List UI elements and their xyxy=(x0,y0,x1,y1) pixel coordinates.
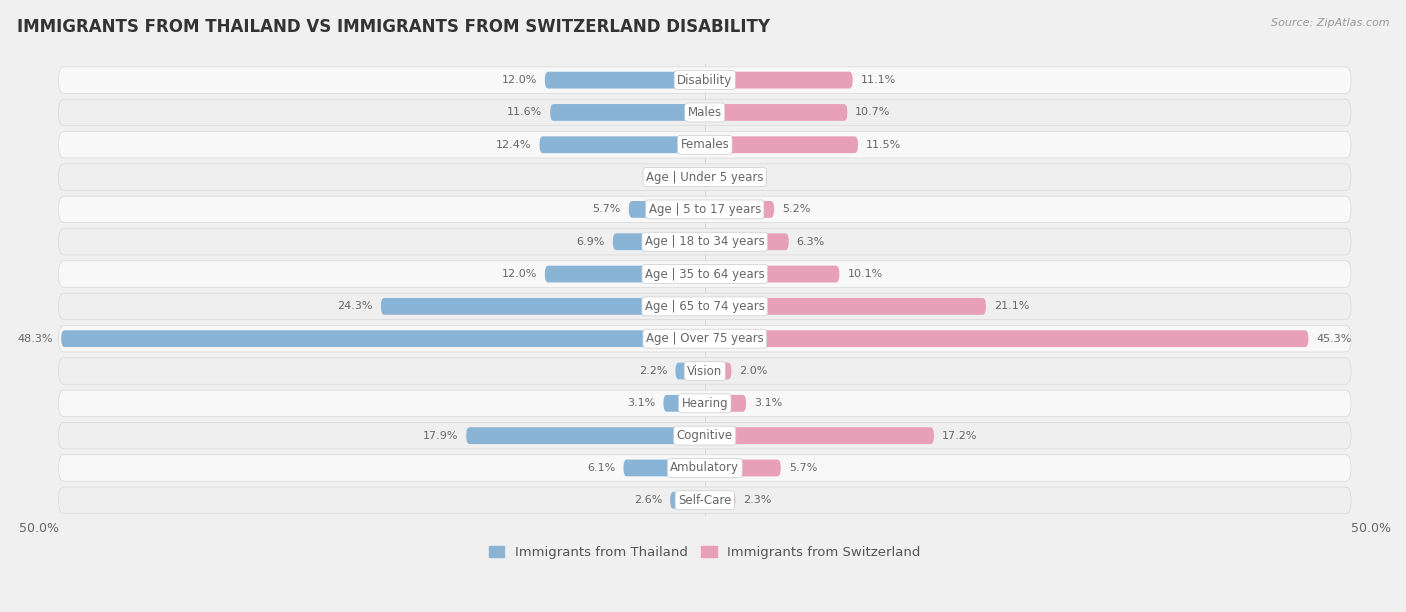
Text: 3.1%: 3.1% xyxy=(754,398,782,408)
Text: 6.3%: 6.3% xyxy=(797,237,825,247)
Text: Vision: Vision xyxy=(688,365,723,378)
Text: Source: ZipAtlas.com: Source: ZipAtlas.com xyxy=(1271,18,1389,28)
Text: 11.1%: 11.1% xyxy=(860,75,896,85)
Text: Age | Under 5 years: Age | Under 5 years xyxy=(645,171,763,184)
FancyBboxPatch shape xyxy=(704,104,848,121)
FancyBboxPatch shape xyxy=(59,487,1351,513)
FancyBboxPatch shape xyxy=(613,233,704,250)
FancyBboxPatch shape xyxy=(540,136,704,153)
FancyBboxPatch shape xyxy=(59,422,1351,449)
Text: 10.7%: 10.7% xyxy=(855,108,891,118)
FancyBboxPatch shape xyxy=(675,362,704,379)
FancyBboxPatch shape xyxy=(467,427,704,444)
Text: 6.1%: 6.1% xyxy=(588,463,616,473)
FancyBboxPatch shape xyxy=(59,455,1351,481)
FancyBboxPatch shape xyxy=(704,233,789,250)
FancyBboxPatch shape xyxy=(664,395,704,412)
FancyBboxPatch shape xyxy=(704,330,1309,347)
Text: 11.6%: 11.6% xyxy=(508,108,543,118)
FancyBboxPatch shape xyxy=(59,261,1351,287)
FancyBboxPatch shape xyxy=(59,132,1351,158)
Text: 2.0%: 2.0% xyxy=(740,366,768,376)
FancyBboxPatch shape xyxy=(59,99,1351,125)
FancyBboxPatch shape xyxy=(628,201,704,218)
FancyBboxPatch shape xyxy=(704,72,852,89)
Text: 21.1%: 21.1% xyxy=(994,301,1029,312)
FancyBboxPatch shape xyxy=(59,326,1351,352)
Text: IMMIGRANTS FROM THAILAND VS IMMIGRANTS FROM SWITZERLAND DISABILITY: IMMIGRANTS FROM THAILAND VS IMMIGRANTS F… xyxy=(17,18,770,36)
Text: 48.3%: 48.3% xyxy=(18,334,53,344)
Text: Females: Females xyxy=(681,138,730,151)
FancyBboxPatch shape xyxy=(704,395,747,412)
Text: 5.7%: 5.7% xyxy=(789,463,817,473)
Text: 1.1%: 1.1% xyxy=(727,172,755,182)
FancyBboxPatch shape xyxy=(704,427,934,444)
FancyBboxPatch shape xyxy=(704,136,858,153)
FancyBboxPatch shape xyxy=(704,169,720,185)
Text: 12.0%: 12.0% xyxy=(502,269,537,279)
Text: 5.2%: 5.2% xyxy=(782,204,810,214)
FancyBboxPatch shape xyxy=(59,196,1351,223)
Text: 17.2%: 17.2% xyxy=(942,431,977,441)
FancyBboxPatch shape xyxy=(704,298,986,315)
FancyBboxPatch shape xyxy=(59,390,1351,417)
Text: Cognitive: Cognitive xyxy=(676,429,733,442)
Text: 2.2%: 2.2% xyxy=(638,366,668,376)
Text: 6.9%: 6.9% xyxy=(576,237,605,247)
FancyBboxPatch shape xyxy=(59,67,1351,94)
FancyBboxPatch shape xyxy=(689,169,704,185)
FancyBboxPatch shape xyxy=(704,362,731,379)
Text: 2.3%: 2.3% xyxy=(744,495,772,506)
FancyBboxPatch shape xyxy=(704,201,775,218)
Text: 1.2%: 1.2% xyxy=(652,172,681,182)
FancyBboxPatch shape xyxy=(704,492,735,509)
Text: 2.6%: 2.6% xyxy=(634,495,662,506)
Text: 5.7%: 5.7% xyxy=(592,204,621,214)
Legend: Immigrants from Thailand, Immigrants from Switzerland: Immigrants from Thailand, Immigrants fro… xyxy=(484,540,927,564)
FancyBboxPatch shape xyxy=(59,228,1351,255)
FancyBboxPatch shape xyxy=(381,298,704,315)
Text: Males: Males xyxy=(688,106,721,119)
FancyBboxPatch shape xyxy=(59,358,1351,384)
Text: Age | 18 to 34 years: Age | 18 to 34 years xyxy=(645,235,765,248)
Text: 24.3%: 24.3% xyxy=(337,301,373,312)
Text: Age | 35 to 64 years: Age | 35 to 64 years xyxy=(645,267,765,280)
FancyBboxPatch shape xyxy=(546,266,704,283)
Text: 10.1%: 10.1% xyxy=(848,269,883,279)
Text: 3.1%: 3.1% xyxy=(627,398,655,408)
Text: 11.5%: 11.5% xyxy=(866,140,901,150)
FancyBboxPatch shape xyxy=(62,330,704,347)
FancyBboxPatch shape xyxy=(704,266,839,283)
FancyBboxPatch shape xyxy=(546,72,704,89)
FancyBboxPatch shape xyxy=(59,164,1351,190)
FancyBboxPatch shape xyxy=(704,460,780,476)
Text: Ambulatory: Ambulatory xyxy=(671,461,740,474)
FancyBboxPatch shape xyxy=(59,293,1351,319)
Text: Hearing: Hearing xyxy=(682,397,728,410)
Text: 17.9%: 17.9% xyxy=(423,431,458,441)
Text: 12.0%: 12.0% xyxy=(502,75,537,85)
Text: Disability: Disability xyxy=(678,73,733,87)
Text: Self-Care: Self-Care xyxy=(678,494,731,507)
Text: 45.3%: 45.3% xyxy=(1316,334,1351,344)
Text: Age | Over 75 years: Age | Over 75 years xyxy=(645,332,763,345)
Text: Age | 65 to 74 years: Age | 65 to 74 years xyxy=(645,300,765,313)
FancyBboxPatch shape xyxy=(671,492,704,509)
FancyBboxPatch shape xyxy=(550,104,704,121)
Text: 12.4%: 12.4% xyxy=(496,140,531,150)
FancyBboxPatch shape xyxy=(623,460,704,476)
Text: Age | 5 to 17 years: Age | 5 to 17 years xyxy=(648,203,761,216)
